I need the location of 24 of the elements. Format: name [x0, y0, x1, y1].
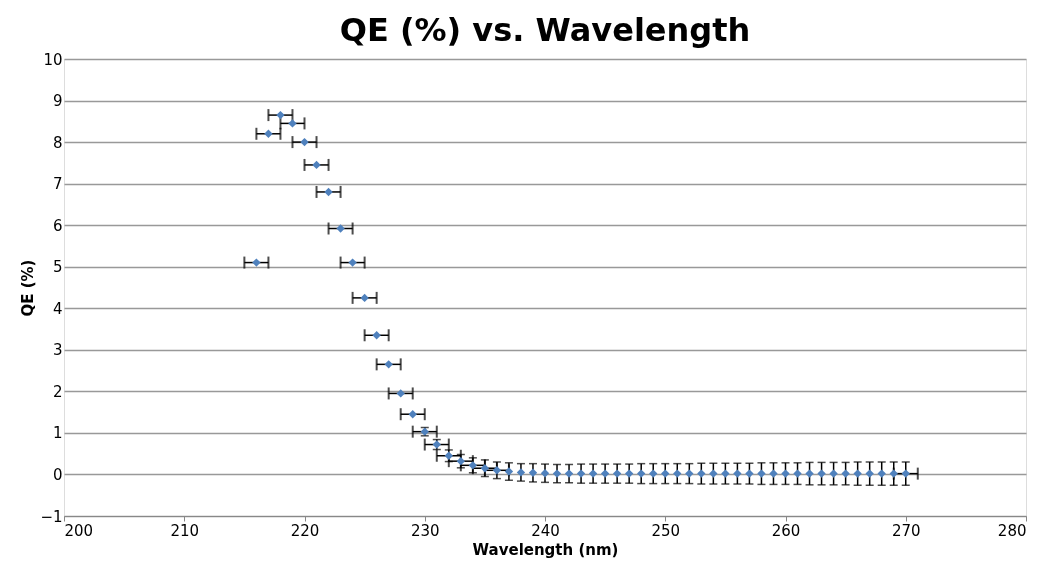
chart-title: QE (%) vs. Wavelength [339, 11, 751, 49]
y-tick-label: 2 [52, 382, 63, 401]
y-tick-label: 10 [43, 50, 63, 69]
y-tick-label: 8 [52, 133, 63, 152]
y-tick-label: 4 [52, 299, 63, 318]
x-tick-label: 220 [290, 521, 320, 540]
x-tick-label: 230 [410, 521, 440, 540]
y-tick-label: 6 [52, 216, 63, 235]
y-tick-label: 3 [52, 341, 63, 360]
x-tick-label: 280 [997, 521, 1027, 540]
y-tick-label: 7 [52, 175, 63, 194]
y-axis-title: QE (%) [19, 259, 38, 317]
y-tick-label: 9 [52, 92, 63, 111]
y-tick-label: −1 [40, 507, 63, 526]
x-tick-label: 210 [170, 521, 200, 540]
y-tick-label: 0 [52, 465, 63, 484]
y-tick-label: 1 [52, 424, 63, 443]
x-tick-label: 200 [64, 521, 94, 540]
y-tick-label: 5 [52, 258, 63, 277]
x-tick-label: 260 [771, 521, 801, 540]
x-axis-title: Wavelength (nm) [472, 540, 619, 559]
x-tick-label: 270 [891, 521, 921, 540]
x-tick-label: 240 [531, 521, 560, 540]
x-tick-label: 250 [651, 521, 681, 540]
